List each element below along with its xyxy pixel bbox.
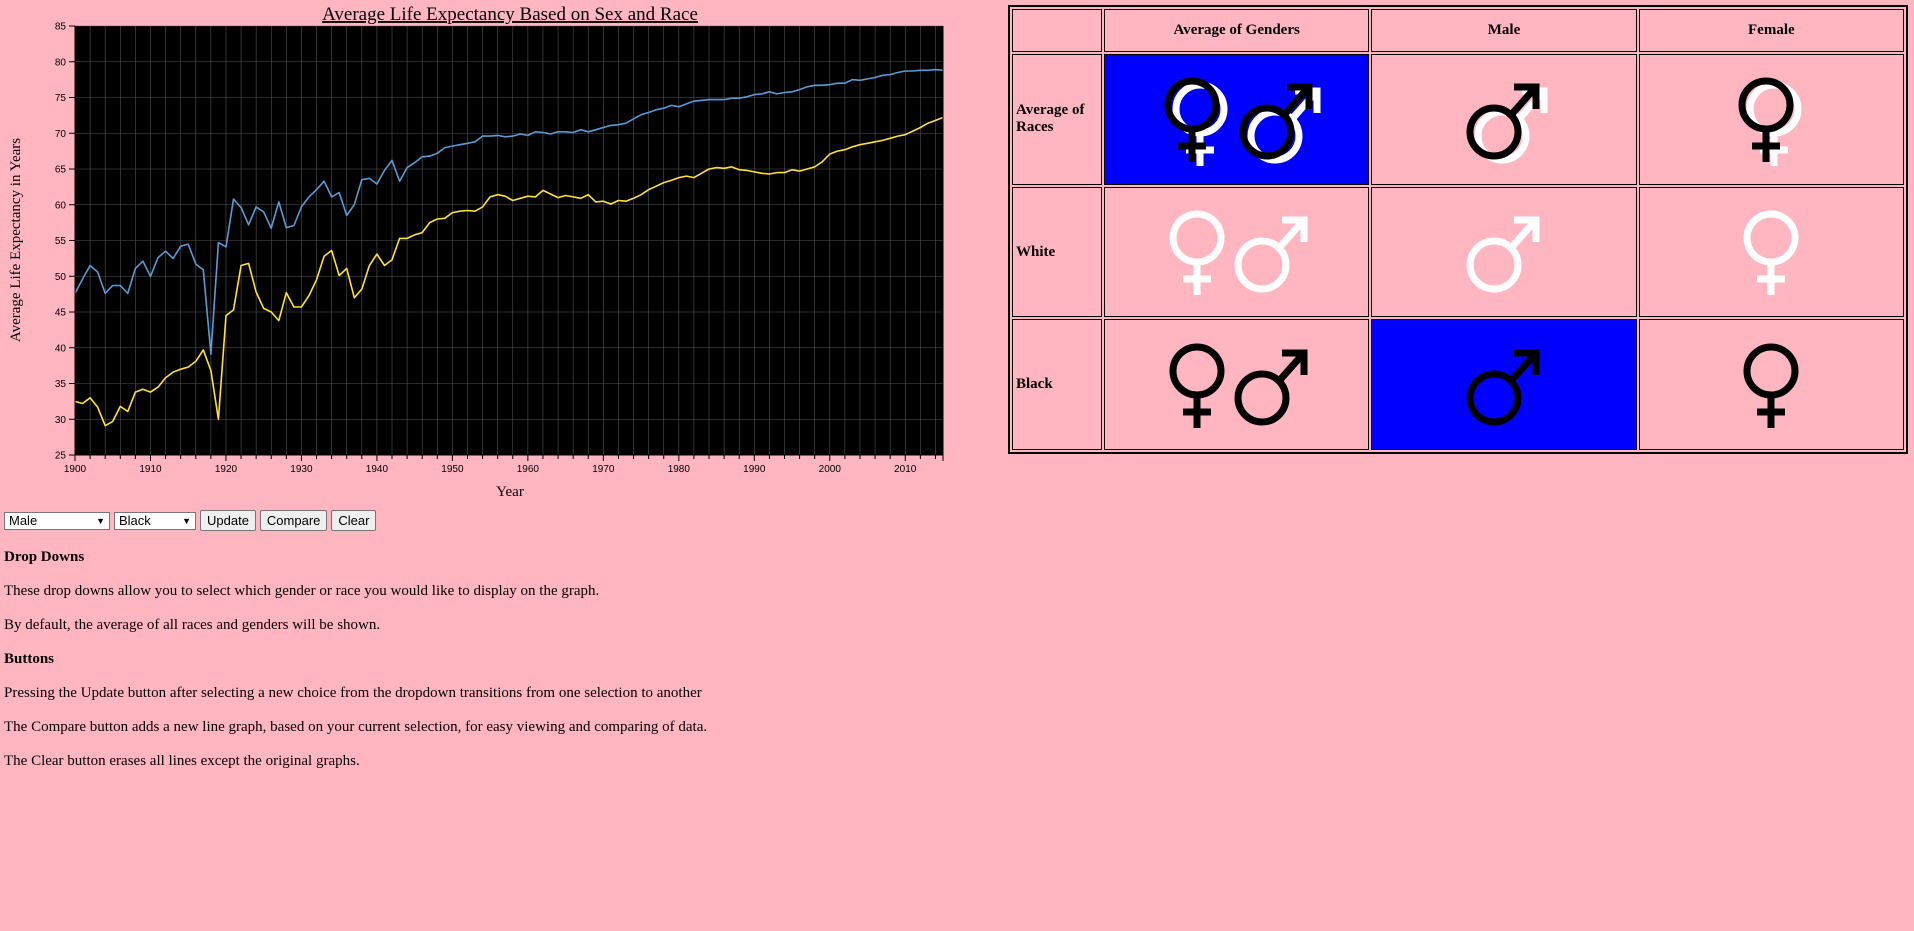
y-tick-label: 80: [55, 57, 67, 68]
buttons-text-3: The Clear button erases all lines except…: [4, 753, 360, 769]
female-icon: [1162, 340, 1232, 430]
x-axis-label: Year: [496, 484, 524, 500]
female-icon: [1736, 207, 1806, 297]
y-tick-label: 85: [55, 22, 67, 33]
y-tick-label: 75: [55, 93, 67, 104]
controls-bar: Male ▼ Black ▼ Update Compare Clear: [4, 510, 377, 531]
row-header: White: [1012, 186, 1102, 318]
matrix-cell-male[interactable]: [1371, 319, 1637, 450]
instructions: Drop Downs These drop downs allow you to…: [4, 548, 904, 786]
male-icon: [1237, 74, 1321, 164]
y-tick-label: 50: [55, 272, 67, 283]
matrix-row: Average of Races: [1012, 54, 1904, 185]
x-tick-label: 1960: [517, 464, 540, 475]
x-tick-label: 1940: [366, 464, 389, 475]
x-tick-label: 2010: [894, 464, 917, 475]
female-icon: [1731, 74, 1811, 167]
matrix-cell-female[interactable]: [1638, 319, 1904, 450]
chevron-down-icon: ▼: [182, 515, 191, 526]
matrix-header-row: Average of Genders Male Female: [1012, 9, 1904, 53]
matrix-row: Black: [1012, 319, 1904, 450]
chart-lines: [74, 68, 944, 427]
matrix-cell-male[interactable]: [1371, 54, 1637, 185]
y-tick-label: 55: [55, 236, 67, 247]
selection-matrix: Average of Genders Male Female Average o…: [1008, 5, 1908, 454]
x-axis: 1900 1910 1920 1930 1940 1950 1960 1970 1980 1990…: [64, 26, 944, 475]
dropdowns-text-1: These drop downs allow you to select whi…: [4, 583, 600, 599]
male-icon: [1464, 74, 1548, 164]
update-button[interactable]: Update: [200, 510, 256, 531]
row-header: Average of Races: [1012, 54, 1102, 185]
col-header-male: Male: [1371, 9, 1637, 53]
chart-grid: [74, 25, 943, 456]
series-line-0: [74, 68, 944, 356]
buttons-text-2: The Compare button adds a new line graph…: [4, 719, 708, 735]
row-header: Black: [1012, 319, 1102, 450]
y-tick-label: 45: [55, 308, 67, 319]
x-tick-label: 2000: [819, 464, 842, 475]
matrix-cell-female[interactable]: [1638, 54, 1904, 185]
gender-select[interactable]: Male ▼: [4, 511, 110, 530]
buttons-heading: Buttons: [4, 651, 55, 667]
x-tick-label: 1950: [441, 464, 464, 475]
y-axis-label: Average Life Expectancy in Years: [8, 138, 24, 342]
race-select[interactable]: Black ▼: [114, 511, 196, 530]
y-tick-label: 70: [55, 129, 67, 140]
dropdowns-heading: Drop Downs: [4, 549, 85, 565]
buttons-text-1: Pressing the Update button after selecti…: [4, 685, 702, 701]
x-tick-label: 1990: [743, 464, 766, 475]
matrix-row: White: [1012, 186, 1904, 318]
matrix-cell-female[interactable]: [1638, 186, 1904, 318]
y-tick-label: 65: [55, 165, 67, 176]
compare-button[interactable]: Compare: [259, 510, 328, 531]
chevron-down-icon: ▼: [96, 515, 105, 526]
x-tick-label: 1980: [668, 464, 691, 475]
matrix-cell-average-genders[interactable]: [1104, 319, 1370, 450]
x-tick-label: 1970: [592, 464, 615, 475]
y-tick-label: 60: [55, 200, 67, 211]
race-select-value: Black: [119, 512, 151, 528]
y-tick-label: 30: [55, 415, 67, 426]
dropdowns-text-2: By default, the average of all races and…: [4, 617, 381, 633]
y-tick-label: 35: [55, 379, 67, 390]
female-icon: [1736, 340, 1806, 430]
y-axis: 25 30 35 40 45 50 55 60 65 70 75 80 85: [55, 22, 76, 462]
male-icon: [1464, 340, 1544, 430]
x-tick-label: 1930: [290, 464, 313, 475]
col-header-female: Female: [1638, 9, 1904, 53]
chart-title: Average Life Expectancy Based on Sex and…: [322, 4, 698, 25]
x-tick-label: 1920: [215, 464, 238, 475]
female-icon: [1157, 74, 1237, 167]
matrix-cell-male[interactable]: [1371, 186, 1637, 318]
gender-select-value: Male: [9, 512, 38, 528]
series-line-1: [74, 116, 944, 427]
matrix-cell-average-genders[interactable]: [1104, 54, 1370, 185]
female-icon: [1162, 207, 1232, 297]
clear-button[interactable]: Clear: [331, 510, 377, 531]
chart-svg: Average Life Expectancy Based on Sex and…: [8, 4, 944, 500]
x-tick-label: 1910: [139, 464, 162, 475]
male-icon: [1232, 207, 1312, 297]
matrix-cell-average-genders[interactable]: [1104, 186, 1370, 318]
x-tick-label: 1900: [64, 464, 87, 475]
male-icon: [1232, 340, 1312, 430]
col-header-average-genders: Average of Genders: [1104, 9, 1370, 53]
male-icon: [1464, 207, 1544, 297]
life-expectancy-chart: Average Life Expectancy Based on Sex and…: [0, 0, 960, 500]
matrix-corner-cell: [1012, 9, 1102, 53]
y-tick-label: 25: [55, 451, 67, 462]
y-tick-label: 40: [55, 343, 67, 354]
